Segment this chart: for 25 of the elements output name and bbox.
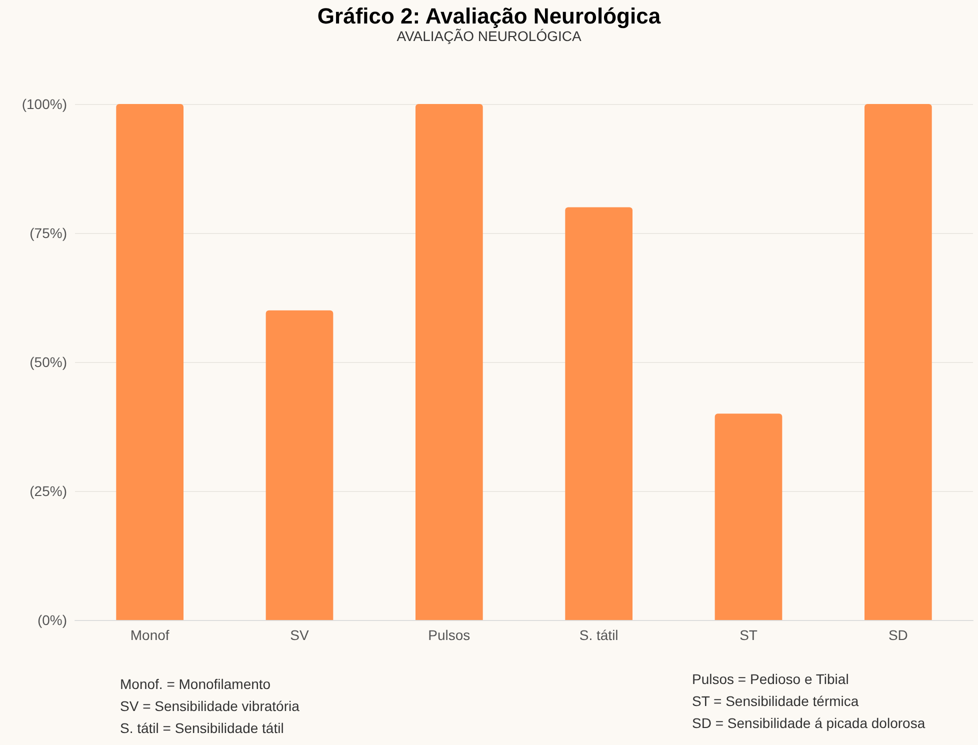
bar [565, 207, 633, 620]
y-tick-label: (100%) [22, 96, 67, 112]
text: SV = Sensibilidade vibratória [120, 698, 300, 714]
bar [415, 104, 483, 620]
x-tick-label: SD [888, 627, 908, 643]
y-tick-label: (50%) [30, 354, 67, 370]
bar [116, 104, 184, 620]
chart-title: Gráfico 2: Avaliação Neurológica [317, 4, 662, 28]
chart-subtitle: AVALIAÇÃO NEUROLÓGICA [396, 28, 582, 44]
x-tick-label: S. tátil [579, 627, 618, 643]
y-tick-label: (25%) [30, 483, 67, 499]
x-tick-label: SV [290, 627, 310, 643]
text: S. tátil = Sensibilidade tátil [120, 720, 284, 736]
y-tick-label: (75%) [30, 225, 67, 241]
bar [864, 104, 932, 620]
x-tick-label: Monof [130, 627, 170, 643]
text: SD = Sensibilidade á picada dolorosa [692, 715, 926, 731]
x-tick-label: Pulsos [428, 627, 470, 643]
text: Monof. = Monofilamento [120, 676, 271, 692]
bar [266, 310, 334, 620]
x-tick-label: ST [740, 627, 758, 643]
text: Pulsos = Pedioso e Tibial [692, 671, 849, 687]
text: ST = Sensibilidade térmica [692, 693, 859, 709]
y-tick-label: (0%) [37, 612, 67, 628]
bar [714, 414, 782, 620]
